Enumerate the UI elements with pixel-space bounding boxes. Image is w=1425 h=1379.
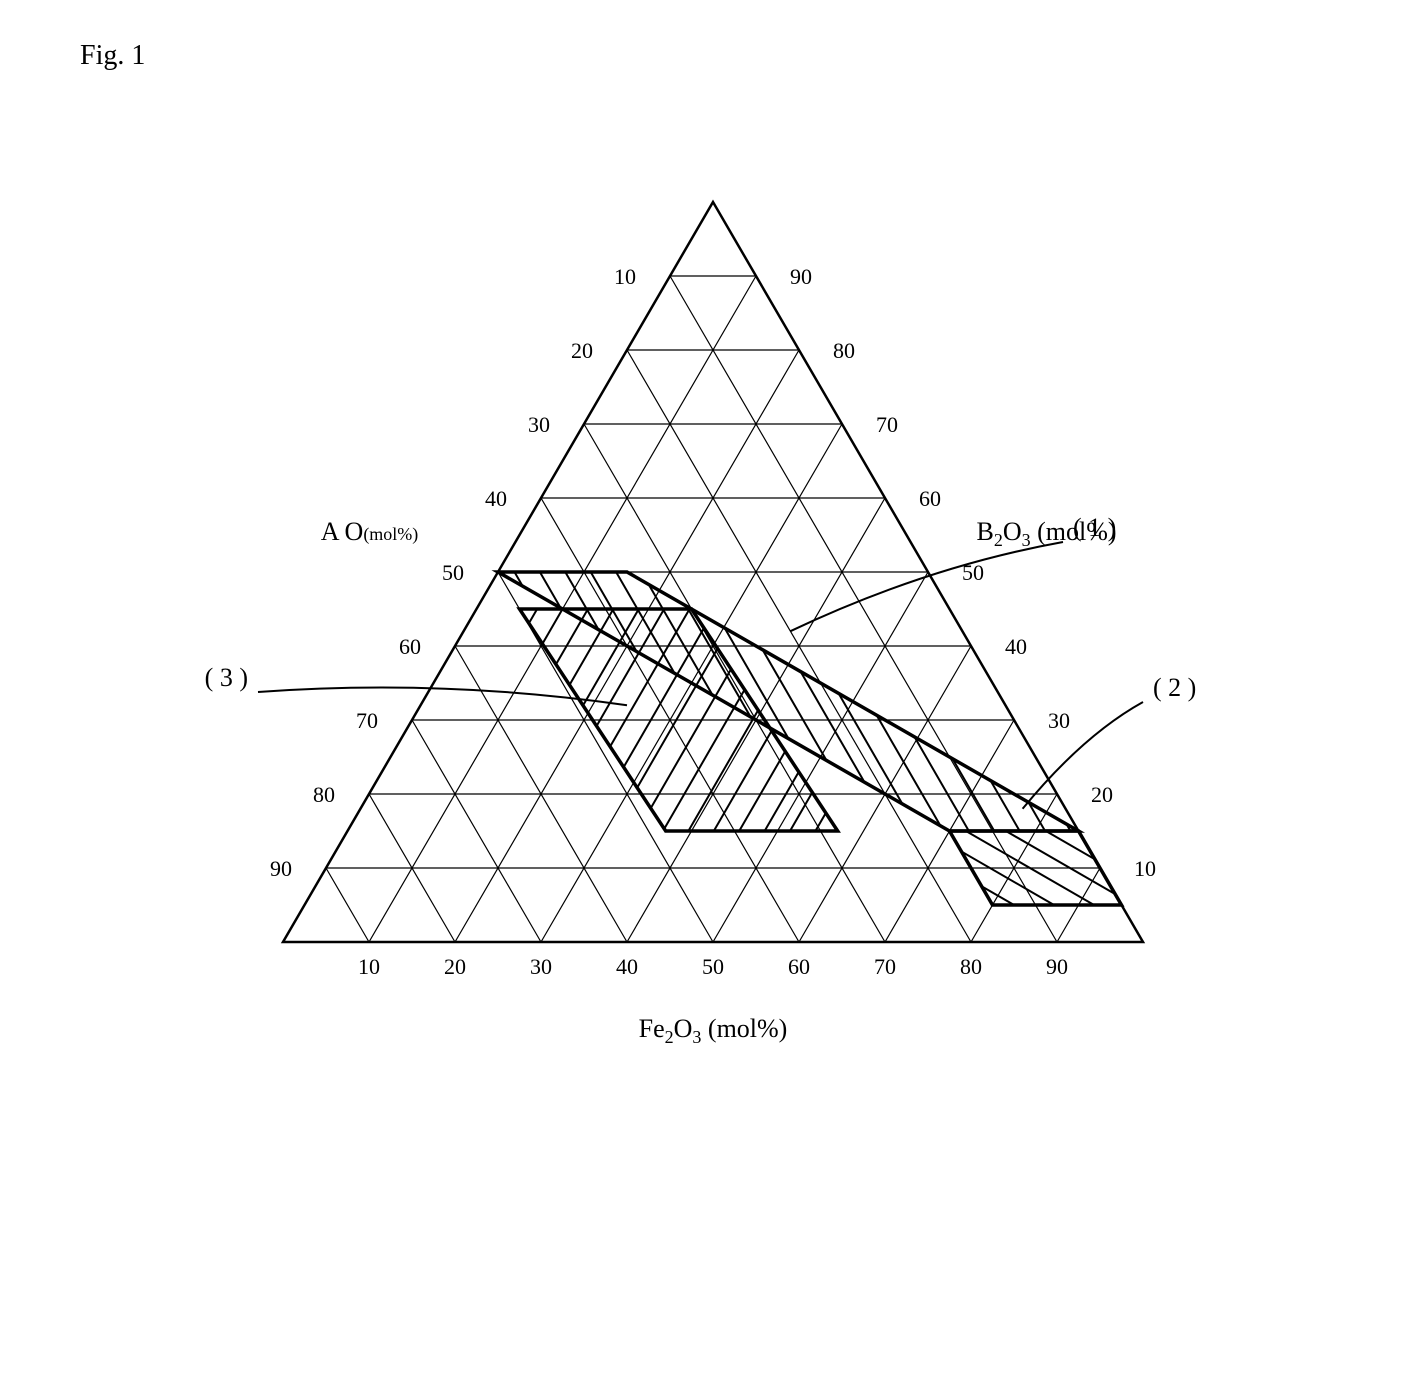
left-tick: 20 — [571, 338, 593, 363]
right-tick: 70 — [876, 412, 898, 437]
callout-3-label: ( 3 ) — [204, 663, 247, 692]
left-tick: 60 — [399, 634, 421, 659]
left-tick: 30 — [528, 412, 550, 437]
bottom-tick: 80 — [960, 954, 982, 979]
bottom-tick: 60 — [788, 954, 810, 979]
right-tick: 20 — [1091, 782, 1113, 807]
right-tick: 60 — [919, 486, 941, 511]
right-tick: 10 — [1134, 856, 1156, 881]
right-tick: 80 — [833, 338, 855, 363]
bottom-axis-label: Fe2O3 (mol%) — [638, 1014, 787, 1047]
figure-title: Fig. 1 — [80, 40, 1385, 72]
callout-2-line — [1022, 702, 1142, 809]
bottom-tick: 90 — [1046, 954, 1068, 979]
ternary-svg: 10 20 30 40 50 60 70 80 90 10 20 30 40 50 60 70 80 90 10 20… — [163, 112, 1263, 1112]
left-tick: 10 — [614, 264, 636, 289]
bottom-tick: 20 — [444, 954, 466, 979]
left-tick: 50 — [442, 560, 464, 585]
left-axis-label: A O(mol%) — [320, 517, 418, 546]
left-tick: 40 — [485, 486, 507, 511]
ternary-diagram: 10 20 30 40 50 60 70 80 90 10 20 30 40 50 60 70 80 90 10 20… — [163, 112, 1263, 1112]
bottom-tick: 70 — [874, 954, 896, 979]
bottom-tick: 40 — [616, 954, 638, 979]
bottom-tick: 50 — [702, 954, 724, 979]
right-tick: 40 — [1005, 634, 1027, 659]
left-tick: 90 — [270, 856, 292, 881]
right-tick: 90 — [790, 264, 812, 289]
callout-1-line — [790, 542, 1063, 631]
left-tick: 80 — [313, 782, 335, 807]
bottom-tick: 10 — [358, 954, 380, 979]
callout-1-label: ( 1 ) — [1073, 513, 1116, 542]
right-tick: 30 — [1048, 708, 1070, 733]
left-tick: 70 — [356, 708, 378, 733]
bottom-tick: 30 — [530, 954, 552, 979]
callout-2-label: ( 2 ) — [1153, 673, 1196, 702]
